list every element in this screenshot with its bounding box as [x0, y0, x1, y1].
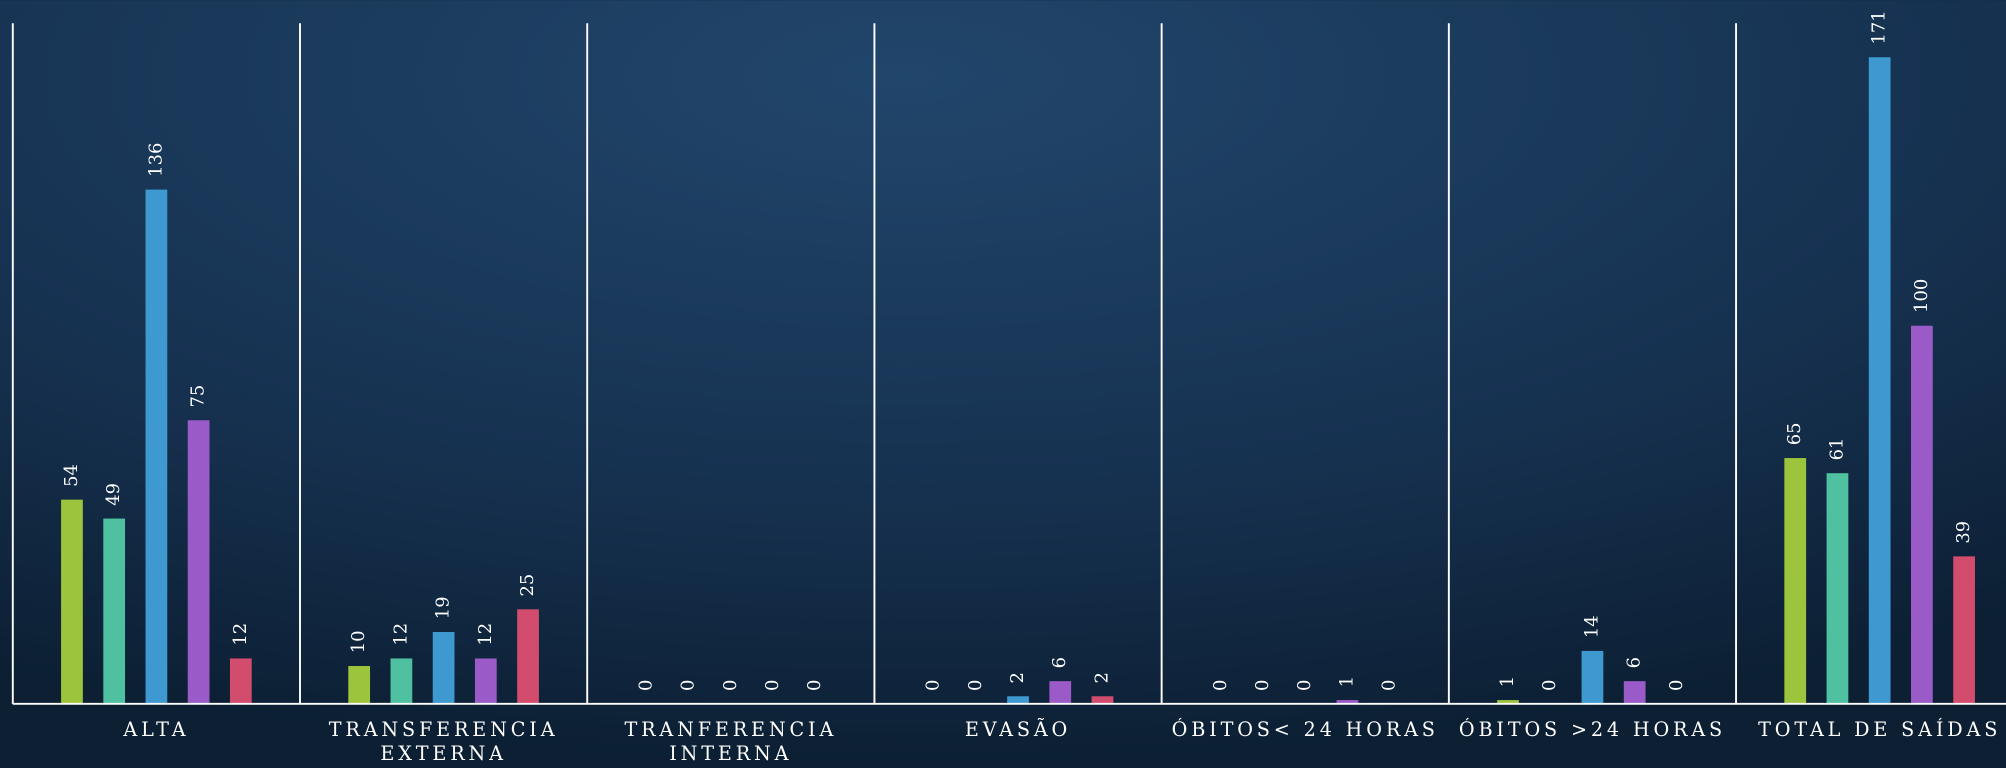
- bar: [1007, 696, 1029, 704]
- data-label: 0: [804, 680, 825, 691]
- bar: [1091, 696, 1114, 704]
- data-label: 61: [1826, 438, 1847, 461]
- bar: [1497, 700, 1519, 704]
- x-tick-label: ÓBITOS< 24 HORAS: [1171, 717, 1439, 741]
- data-label: 100: [1911, 279, 1932, 313]
- data-label: 0: [1379, 680, 1400, 691]
- data-label: 25: [517, 574, 538, 597]
- x-tick-label-box: ÓBITOS >24 HORAS: [1458, 717, 1727, 741]
- data-label: 1: [1497, 676, 1518, 687]
- data-label: 49: [103, 483, 124, 506]
- data-label: 0: [1252, 680, 1273, 691]
- x-tick-label-box: ÓBITOS< 24 HORAS: [1171, 717, 1439, 741]
- x-tick-label: TRANFERENCIA INTERNA: [624, 717, 838, 766]
- bar: [1868, 57, 1891, 704]
- data-label: 19: [433, 596, 454, 619]
- x-tick-label: ALTA: [123, 717, 190, 741]
- data-label: 6: [1049, 657, 1070, 668]
- data-label: 12: [475, 623, 496, 646]
- data-label: 54: [61, 464, 82, 487]
- data-label: 10: [348, 630, 369, 653]
- data-label: 0: [678, 680, 699, 691]
- x-tick-label: TRANSFERENCIA EXTERNA: [328, 717, 559, 766]
- x-tick-label-box: ALTA: [123, 717, 190, 741]
- bar: [517, 609, 539, 704]
- bar: [348, 666, 371, 704]
- x-tick-label: ÓBITOS >24 HORAS: [1458, 717, 1727, 741]
- x-tick-label-box: TOTAL DE SAÍDAS: [1758, 717, 2002, 741]
- data-label: 0: [1666, 680, 1687, 691]
- bar: [61, 499, 83, 704]
- data-label: 136: [145, 143, 166, 177]
- bar: [1826, 473, 1849, 704]
- data-label: 0: [923, 680, 944, 691]
- data-label: 2: [1007, 672, 1028, 683]
- data-label: 65: [1784, 422, 1805, 445]
- x-tick-label-box: EVASÃO: [964, 717, 1072, 741]
- data-label: 0: [720, 680, 741, 691]
- data-label: 171: [1869, 10, 1890, 44]
- data-label: 1: [1336, 676, 1357, 687]
- data-label: 6: [1624, 657, 1645, 668]
- bar: [1953, 556, 1975, 704]
- data-label: 12: [230, 623, 251, 646]
- data-label: 0: [762, 680, 783, 691]
- bar: [1911, 325, 1933, 704]
- data-label: 0: [1210, 680, 1231, 691]
- bar: [1581, 650, 1604, 704]
- x-tick-label-box: TRANFERENCIA INTERNA: [624, 717, 838, 766]
- data-label: 14: [1581, 615, 1602, 638]
- data-label: 12: [390, 623, 411, 646]
- data-label: 75: [188, 385, 209, 408]
- bar: [1623, 681, 1646, 704]
- data-label: 39: [1953, 521, 1974, 544]
- data-label: 0: [1294, 680, 1315, 691]
- bar: [432, 631, 455, 704]
- bar: [474, 658, 497, 704]
- bar: [229, 658, 252, 704]
- bar: [1049, 681, 1072, 704]
- bar: [390, 658, 413, 704]
- bar: [187, 420, 210, 704]
- bar: [145, 189, 168, 704]
- bar: [1784, 458, 1807, 704]
- data-label: 0: [1539, 680, 1560, 691]
- data-label: 0: [635, 680, 656, 691]
- bar: [103, 518, 126, 704]
- x-tick-label: EVASÃO: [964, 717, 1072, 741]
- data-label: 0: [965, 680, 986, 691]
- data-label: 2: [1091, 672, 1112, 683]
- x-tick-label: TOTAL DE SAÍDAS: [1758, 717, 2002, 741]
- x-tick-label-box: TRANSFERENCIA EXTERNA: [328, 717, 559, 766]
- bar: [1336, 700, 1359, 704]
